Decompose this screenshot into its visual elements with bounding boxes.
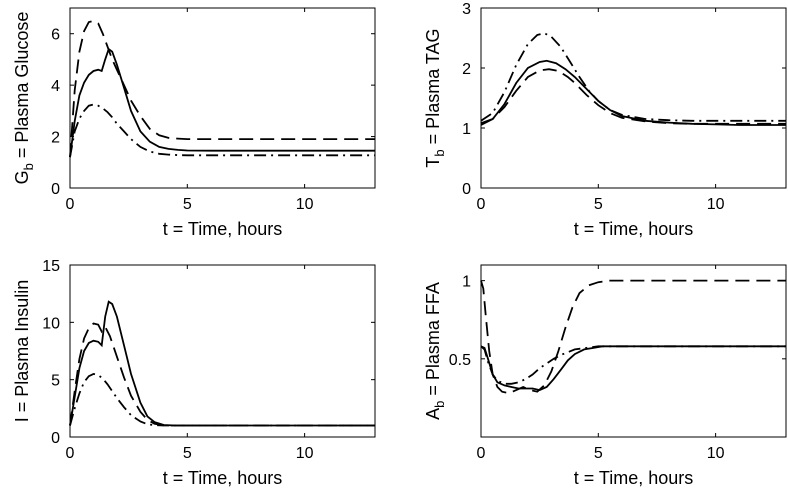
y-tick-label-insulin-15: 15: [42, 258, 60, 275]
x-axis-label-ffa: t = Time, hours: [574, 468, 694, 488]
x-tick-label-insulin-10: 10: [296, 445, 314, 462]
x-axis-label-glucose: t = Time, hours: [163, 219, 283, 239]
x-tick-label-glucose-10: 10: [296, 196, 314, 213]
x-tick-label-tag-0: 0: [477, 196, 486, 213]
plot-frame-ffa: [480, 264, 787, 438]
y-tick-label-ffa-1: 1: [462, 274, 471, 291]
series-ffa-dashed: [480, 279, 786, 395]
x-axis-label-tag: t = Time, hours: [574, 219, 694, 239]
y-tick-label-glucose-4: 4: [51, 78, 60, 95]
chart-glucose: 0 5 10 0 2 4 6 t = Time, hours Gb = Plasma Gluco…: [12, 7, 376, 239]
x-tick-label-ffa-0: 0: [477, 445, 486, 462]
y-tick-label-ffa-0.5: 0.5: [449, 352, 471, 369]
y-axis-label-rest-glucose: = Plasma Glucose: [12, 12, 32, 164]
y-tick-label-tag-1: 1: [462, 121, 471, 138]
x-tick-label-ffa-10: 10: [707, 445, 725, 462]
series-tag-solid: [480, 59, 786, 126]
series-glucose-dashdot: [69, 103, 375, 158]
y-axis-label-insulin: I = Plasma Insulin: [12, 280, 32, 423]
y-axis-label-sub-ffa: b: [432, 401, 447, 408]
x-tick-label-tag-5: 5: [594, 196, 603, 213]
series-ffa-solid: [480, 345, 786, 392]
plot-frame-insulin: [69, 264, 376, 438]
y-axis-label-rest-insulin: = Plasma Insulin: [12, 280, 32, 418]
y-axis-label-rest-ffa: = Plasma FFA: [423, 282, 443, 401]
x-axis-label-insulin: t = Time, hours: [163, 468, 283, 488]
y-axis-label-main-ffa: A: [423, 408, 443, 420]
y-axis-label-main-glucose: G: [12, 170, 32, 184]
series-insulin-solid: [69, 300, 375, 427]
plot-frame-glucose: [69, 7, 376, 189]
y-axis-label-ffa: Ab = Plasma FFA: [423, 282, 447, 420]
series-glucose-solid: [69, 47, 375, 158]
y-tick-label-tag-3: 3: [462, 1, 471, 18]
chart-insulin: 0 5 10 0 5 10 15 t = Time, hours I = Plasma Insu…: [12, 258, 376, 488]
x-tick-label-insulin-5: 5: [183, 445, 192, 462]
y-axis-label-sub-glucose: b: [21, 163, 36, 170]
y-axis-label-rest-tag: = Plasma TAG: [423, 28, 443, 149]
y-tick-label-glucose-6: 6: [51, 27, 60, 44]
series-tag-dashdot: [480, 32, 786, 122]
x-tick-label-glucose-5: 5: [183, 196, 192, 213]
x-tick-label-tag-10: 10: [707, 196, 725, 213]
x-tick-label-ffa-5: 5: [594, 445, 603, 462]
series-ffa-dashdot: [480, 345, 786, 385]
y-axis-label-main-tag: T: [423, 157, 443, 168]
chart-tag: 0 5 10 0 1 2 3 t = Time, hours Tb = Plasma TAG: [423, 1, 787, 239]
series-insulin-dashdot: [69, 372, 375, 427]
plot-frame-tag: [480, 7, 787, 189]
y-tick-label-insulin-0: 0: [51, 430, 60, 447]
x-tick-label-glucose-0: 0: [66, 196, 75, 213]
y-axis-label-sub-tag: b: [432, 149, 447, 156]
series-insulin-dashed: [69, 322, 375, 427]
series-glucose-dashed: [69, 19, 375, 158]
x-tick-label-insulin-0: 0: [66, 445, 75, 462]
chart-ffa: 0 5 10 0.5 1 t = Time, hours Ab = Plasma FFA: [423, 264, 787, 488]
y-axis-label-glucose: Gb = Plasma Glucose: [12, 12, 36, 185]
y-tick-label-insulin-10: 10: [42, 315, 60, 332]
y-tick-label-glucose-2: 2: [51, 130, 60, 147]
y-tick-label-tag-0: 0: [462, 181, 471, 198]
y-axis-label-main-insulin: I: [12, 417, 32, 422]
y-tick-label-tag-2: 2: [462, 61, 471, 78]
y-axis-label-tag: Tb = Plasma TAG: [423, 28, 447, 167]
y-tick-label-glucose-0: 0: [51, 181, 60, 198]
series-tag-dashed: [480, 68, 786, 125]
y-tick-label-insulin-5: 5: [51, 373, 60, 390]
